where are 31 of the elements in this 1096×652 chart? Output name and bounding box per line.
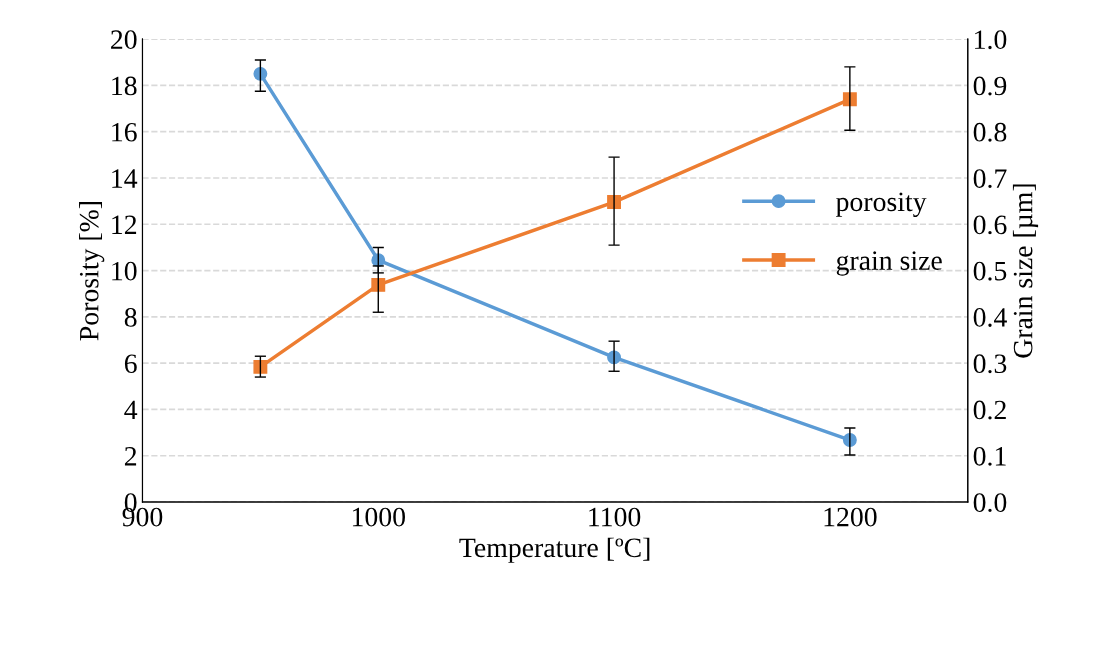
y2-tick-label: 0.0 [973, 493, 1007, 513]
legend-label: porosity [836, 192, 927, 217]
y-axis-title: Porosity [%] [79, 202, 105, 341]
y2-tick-label: 0.5 [973, 261, 1007, 281]
y-tick-label: 8 [124, 308, 137, 327]
y2-tick-label: 1.0 [975, 30, 1007, 50]
y2-tick-label: 0.8 [973, 122, 1007, 142]
legend-label: grain size [836, 251, 942, 276]
x-tick-label: 1200 [824, 507, 877, 527]
y-tick-label: 20 [111, 30, 137, 50]
y-tick-label: 18 [112, 76, 137, 96]
y-tick-label: 12 [112, 215, 137, 234]
y2-axis-title: Grain size [µm] [1012, 184, 1039, 358]
y-tick-label: 14 [112, 169, 138, 188]
x-tick-label: 1100 [589, 507, 641, 527]
y2-tick-label: 0.1 [973, 446, 1006, 466]
y2-tick-label: 0.4 [973, 308, 1007, 327]
y2-tick-label: 0.6 [973, 215, 1007, 235]
y2-tick-label: 0.3 [973, 354, 1007, 374]
y2-tick-label: 0.9 [973, 76, 1007, 96]
y2-tick-label: 0.7 [973, 169, 1007, 189]
y-tick-label: 6 [124, 354, 137, 374]
point [371, 277, 386, 292]
x-axis-title: Temperature [ºC] [459, 537, 650, 563]
x-tick-label: 1000 [352, 507, 405, 527]
y-tick-label: 16 [112, 122, 137, 142]
y-tick-label: 2 [124, 446, 137, 466]
y-tick-label: 4 [124, 400, 138, 420]
point [253, 359, 268, 374]
y-tick-label: 10 [112, 261, 137, 281]
y2-tick-label: 0.2 [973, 400, 1006, 420]
